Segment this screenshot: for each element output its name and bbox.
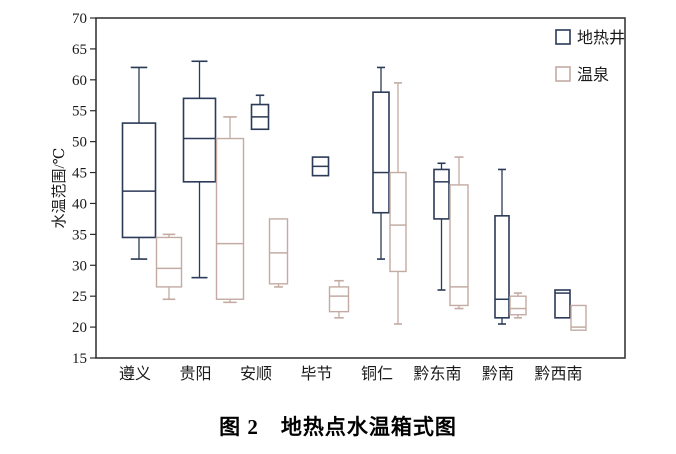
box-hot-spring-0 [155,236,183,288]
y-tick-label: 15 [72,351,87,367]
y-tick-label: 65 [72,42,87,58]
x-tick-label: 毕节 [300,365,332,383]
y-tick-label: 45 [72,166,87,182]
y-tick-label: 35 [72,227,87,243]
legend-swatch-geothermal-well [555,29,571,45]
legend-label-geothermal-well: 地热井 [577,29,625,47]
x-tick-label: 安顺 [240,365,272,383]
box-hot-spring-5 [449,184,469,307]
legend-swatch-hot-spring [555,66,571,82]
x-tick-label: 铜仁 [361,365,393,383]
box-hot-spring-2 [268,218,289,285]
box-geothermal-well-0 [121,122,157,239]
box-hot-spring-3 [328,286,350,313]
y-tick-label: 50 [72,135,87,151]
y-tick-label: 20 [72,320,87,336]
box-hot-spring-1 [215,137,245,300]
box-hot-spring-7 [570,304,587,331]
y-tick-label: 70 [72,11,87,27]
box-geothermal-well-4 [372,91,390,214]
x-tick-label: 遵义 [119,364,151,383]
y-tick-label: 25 [72,289,87,305]
plot-border [95,17,626,359]
x-tick-label: 黔南 [482,365,514,383]
y-tick-label: 30 [72,258,87,274]
x-tick-label: 黔西南 [534,365,582,383]
y-tick-label: 40 [72,196,87,212]
box-geothermal-well-7 [554,289,571,319]
plot-svg: 15 20 25 30 35 40 45 50 55 60 65 70 水温范围/℃ 遵义 贵阳 安顺 毕节 铜仁… [51,11,626,383]
x-tick-label: 贵阳 [179,365,211,383]
x-tick-label: 黔东南 [413,365,461,383]
y-tick-label: 60 [72,73,87,89]
box-geothermal-well-1 [182,97,217,183]
y-tick-label: 55 [72,104,87,120]
box-hot-spring-4 [389,171,407,273]
box-geothermal-well-6 [494,215,510,319]
figure-caption: 图 2 地热点水温箱式图 [219,415,457,439]
y-axis-title: 水温范围/℃ [51,148,68,229]
box-hot-spring-6 [509,295,527,316]
box-geothermal-well-5 [433,168,450,220]
legend-label-hot-spring: 温泉 [577,66,609,84]
